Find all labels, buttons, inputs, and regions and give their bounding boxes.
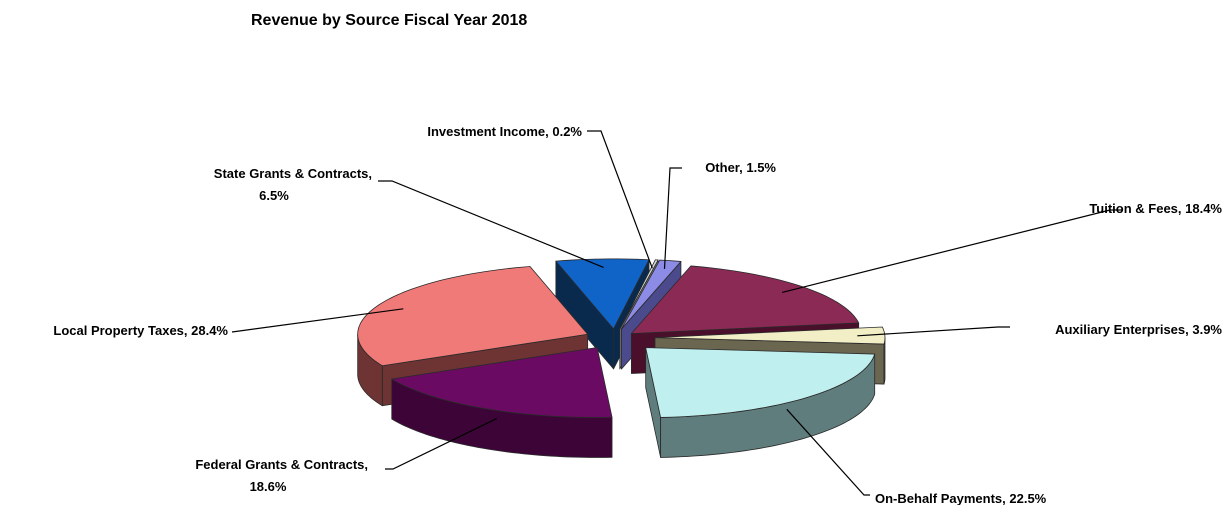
leader-line bbox=[378, 180, 604, 268]
slice-label-value: 6.5% bbox=[259, 188, 289, 203]
slice-label: Federal Grants & Contracts, bbox=[195, 457, 368, 472]
chart-title: Revenue by Source Fiscal Year 2018 bbox=[251, 12, 527, 29]
leader-line bbox=[231, 308, 404, 333]
slice-labels: Tuition & Fees, 18.4% Auxiliary Enterpris… bbox=[53, 124, 1222, 505]
slice-top bbox=[620, 259, 682, 330]
slice-on-behalf-payments bbox=[645, 347, 876, 458]
slice-top bbox=[654, 326, 886, 345]
slice-label: Investment Income, 0.2% bbox=[427, 124, 582, 139]
slice-label: Tuition & Fees, 18.4% bbox=[1089, 201, 1222, 216]
slice-label: Local Property Taxes, 28.4% bbox=[53, 323, 228, 338]
slice-label: Other, 1.5% bbox=[705, 160, 776, 175]
leader-line bbox=[781, 209, 1122, 293]
slice-label: State Grants & Contracts, bbox=[214, 166, 372, 181]
slice-federal-grants-contracts bbox=[391, 347, 613, 458]
slice-label: On-Behalf Payments, 22.5% bbox=[875, 491, 1047, 505]
leader-line bbox=[857, 326, 1010, 337]
leader-lines bbox=[231, 130, 1122, 496]
pie-slices bbox=[357, 258, 886, 458]
slice-top bbox=[391, 347, 613, 418]
leader-line bbox=[587, 130, 653, 269]
slice-label-value: 18.6% bbox=[250, 479, 287, 494]
slice-rim bbox=[883, 337, 886, 385]
leader-line bbox=[786, 408, 870, 496]
slice-top bbox=[555, 258, 650, 330]
leader-line bbox=[663, 167, 682, 269]
leader-line bbox=[385, 418, 497, 470]
slice-label: Auxiliary Enterprises, 3.9% bbox=[1055, 322, 1222, 337]
slice-top bbox=[619, 259, 659, 330]
slice-local-property-taxes bbox=[357, 266, 589, 407]
slice-top bbox=[645, 347, 876, 418]
slice-top bbox=[357, 266, 589, 367]
